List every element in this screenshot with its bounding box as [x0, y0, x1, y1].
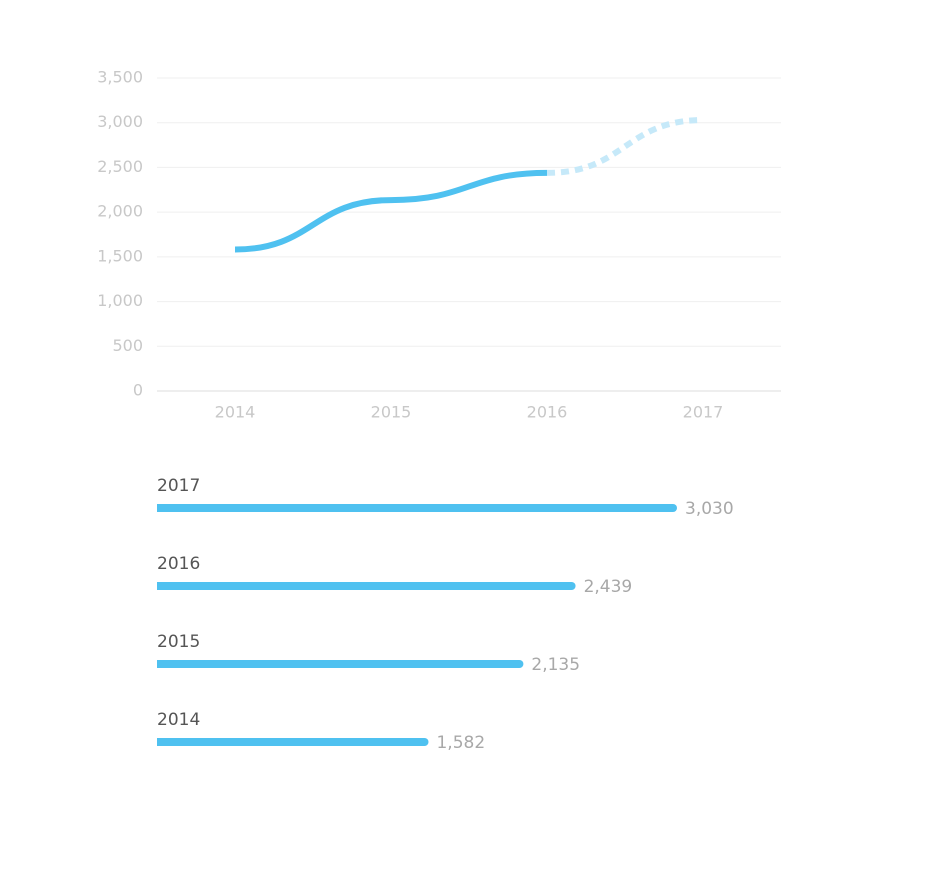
- y-tick-label: 3,500: [97, 68, 143, 87]
- category-label: 2016: [157, 554, 200, 574]
- bar: [157, 738, 429, 746]
- x-tick-label: 2015: [371, 403, 412, 422]
- category-label: 2015: [157, 632, 200, 652]
- bar: [157, 582, 576, 590]
- y-tick-label: 3,000: [97, 112, 143, 131]
- y-tick-label: 1,500: [97, 246, 143, 265]
- bar: [157, 504, 677, 512]
- x-tick-label: 2016: [527, 403, 568, 422]
- category-label: 2017: [157, 476, 200, 496]
- bar: [157, 660, 524, 668]
- y-tick-label: 0: [133, 381, 143, 400]
- x-tick-label: 2017: [683, 403, 724, 422]
- y-tick-label: 1,000: [97, 291, 143, 310]
- line-series: [546, 117, 704, 176]
- value-label: 3,030: [685, 499, 734, 519]
- y-tick-label: 500: [112, 336, 143, 355]
- y-tick-label: 2,000: [97, 202, 143, 221]
- category-label: 2014: [157, 710, 200, 730]
- x-tick-label: 2014: [215, 403, 256, 422]
- value-label: 2,439: [584, 577, 633, 597]
- value-label: 1,582: [436, 733, 485, 753]
- y-tick-label: 2,500: [97, 157, 143, 176]
- line-series: [234, 169, 548, 253]
- value-label: 2,135: [531, 655, 580, 675]
